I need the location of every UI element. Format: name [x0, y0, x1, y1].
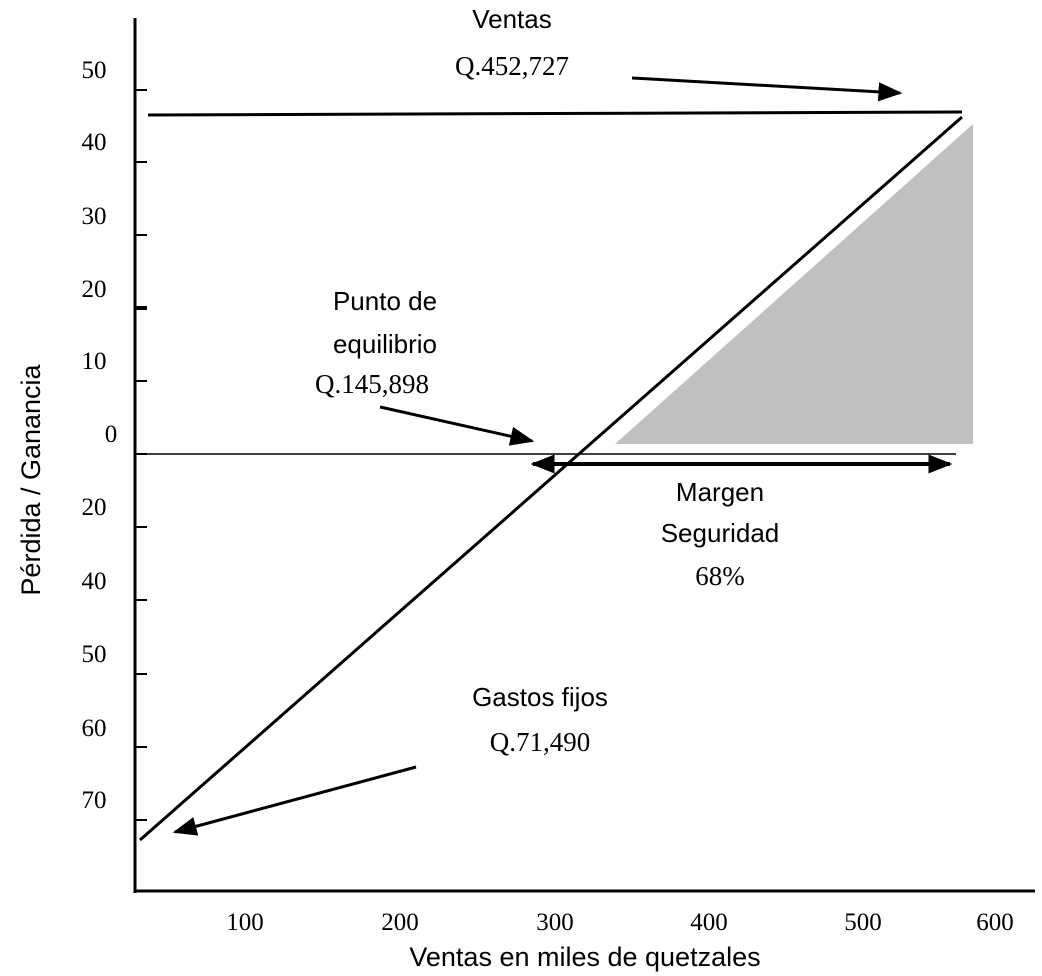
safety-margin-label-1: Margen — [676, 477, 764, 507]
breakeven-value: Q.145,898 — [315, 369, 429, 399]
y-tick-label: 30 — [82, 203, 107, 230]
y-ticks — [135, 89, 147, 821]
x-axis-title: Ventas en miles de quetzales — [409, 942, 760, 972]
cost-line — [139, 115, 963, 842]
y-tick-label: 50 — [82, 641, 107, 668]
fixed-costs-value: Q.71,490 — [490, 727, 591, 757]
safety-margin-label-2: Seguridad — [661, 518, 780, 548]
x-tick-label: 600 — [976, 909, 1014, 936]
x-tick-label: 400 — [690, 909, 728, 936]
fixed-costs-annotation: Gastos fijos Q.71,490 — [472, 682, 608, 757]
y-tick-label: 20 — [82, 276, 107, 303]
sales-line — [147, 110, 963, 117]
breakeven-annotation: Punto de equilibrio Q.145,898 — [315, 286, 437, 399]
x-tick-label: 300 — [536, 909, 574, 936]
safety-margin-value: 68% — [695, 561, 745, 591]
sales-arrow — [631, 76, 903, 102]
x-tick-label: 500 — [844, 909, 882, 936]
y-tick-label: 70 — [82, 787, 107, 814]
x-tick-label: 100 — [226, 909, 264, 936]
sales-label: Ventas — [472, 4, 552, 34]
y-tick-label: 20 — [82, 494, 107, 521]
breakeven-label-1: Punto de — [333, 286, 437, 316]
x-tick-label: 200 — [381, 909, 419, 936]
fixed-costs-label: Gastos fijos — [472, 682, 608, 712]
y-tick-label: 40 — [82, 129, 107, 156]
safety-margin-annotation: Margen Seguridad 68% — [661, 477, 780, 591]
x-tick-labels: 100 200 300 400 500 600 — [226, 909, 1014, 936]
y-tick-label: 40 — [82, 568, 107, 595]
y-tick-label: 10 — [82, 348, 107, 375]
profit-area — [615, 124, 973, 444]
y-tick-label: 0 — [105, 421, 118, 448]
sales-value: Q.452,727 — [455, 51, 569, 81]
y-tick-label: 60 — [82, 715, 107, 742]
fixed-costs-arrow — [172, 765, 417, 836]
breakeven-label-2: equilibrio — [333, 329, 437, 359]
y-axis-title: Pérdida / Ganancia — [16, 363, 46, 595]
y-tick-labels: 50 40 30 20 10 0 20 40 50 60 70 — [82, 57, 118, 814]
breakeven-arrow — [379, 405, 535, 446]
y-tick-label: 50 — [82, 57, 107, 84]
sales-annotation: Ventas Q.452,727 — [455, 4, 569, 81]
